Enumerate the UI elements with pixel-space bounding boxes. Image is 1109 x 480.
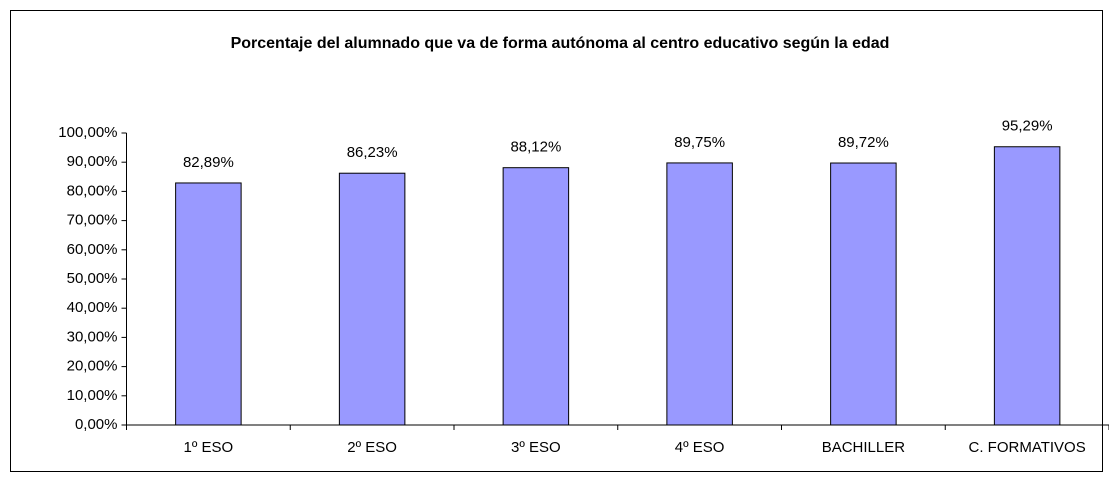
x-tick-label: C. FORMATIVOS — [969, 439, 1086, 456]
value-label: 89,75% — [674, 134, 725, 151]
y-tick-label: 40,00% — [67, 299, 118, 316]
y-tick-label: 30,00% — [67, 328, 118, 345]
y-tick-label: 60,00% — [67, 241, 118, 258]
y-tick-label: 80,00% — [67, 182, 118, 199]
y-tick-label: 90,00% — [67, 153, 118, 170]
bar — [502, 167, 570, 426]
x-tick-label: BACHILLER — [822, 439, 906, 456]
bar — [666, 162, 733, 426]
value-label: 86,23% — [347, 144, 398, 161]
bar — [175, 182, 242, 426]
bar — [338, 172, 406, 426]
chart-title: Porcentaje del alumnado que va de forma … — [231, 35, 890, 52]
value-label: 89,72% — [838, 134, 889, 151]
value-label: 95,29% — [1002, 118, 1053, 135]
x-tick-label: 3º ESO — [511, 439, 561, 456]
x-tick-label: 1º ESO — [184, 439, 234, 456]
x-tick-label: 2º ESO — [347, 439, 397, 456]
value-label: 88,12% — [510, 139, 561, 156]
x-tick-label: 4º ESO — [675, 439, 725, 456]
bar — [830, 162, 897, 426]
bar — [993, 146, 1061, 426]
y-tick-label: 20,00% — [67, 358, 118, 375]
y-tick-label: 10,00% — [67, 387, 118, 404]
y-tick-label: 70,00% — [67, 212, 118, 229]
y-tick-label: 0,00% — [75, 416, 118, 433]
y-tick-label: 100,00% — [58, 124, 117, 141]
value-label: 82,89% — [183, 154, 234, 171]
y-tick-label: 50,00% — [67, 270, 118, 287]
